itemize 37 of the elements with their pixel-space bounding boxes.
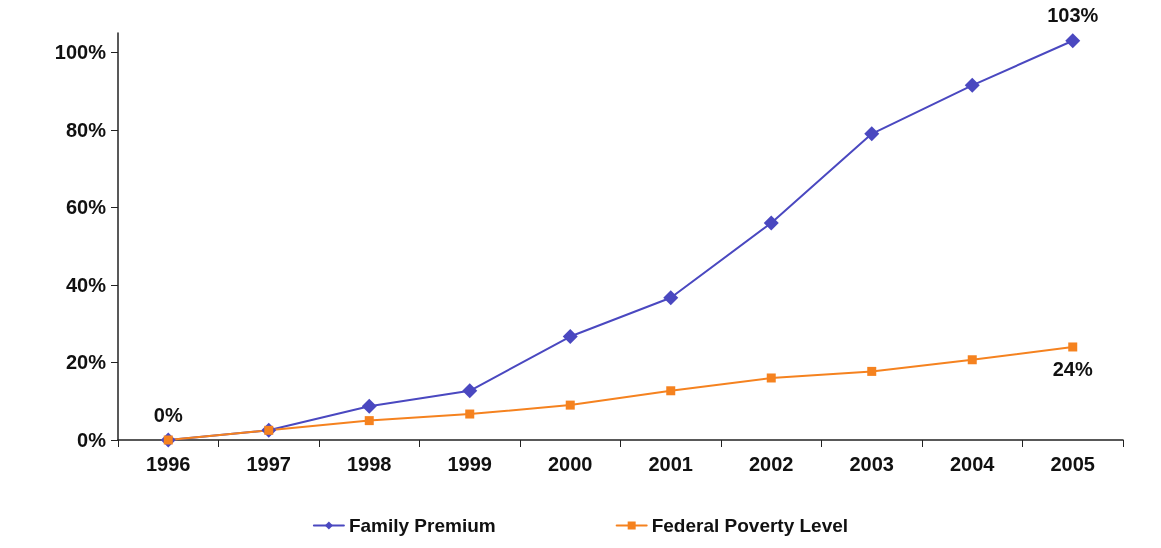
point (964, 77, 980, 93)
point (864, 126, 880, 142)
x-tick-label: 2003 (849, 453, 894, 475)
y-tick-label: 0% (77, 429, 107, 451)
point (562, 329, 578, 345)
data-label: 24% (1052, 358, 1093, 381)
x-tick-label: 2002 (749, 453, 794, 475)
x-tick-label: 2004 (950, 453, 996, 475)
y-tick-label: 80% (65, 118, 107, 141)
point (666, 386, 676, 396)
point (967, 355, 977, 365)
x-tick-label: 2001 (648, 453, 693, 475)
x-tick-label: 1998 (347, 453, 392, 475)
point (361, 398, 377, 414)
y-tick-label: 60% (65, 196, 107, 219)
data-label: 0% (153, 403, 183, 426)
point (766, 373, 776, 383)
point (1068, 342, 1078, 352)
point (364, 416, 374, 426)
point (465, 409, 475, 419)
point (867, 366, 877, 376)
point (763, 215, 779, 231)
x-tick-label: 1996 (146, 453, 191, 475)
legend-label: Family Premium (348, 515, 496, 536)
point (663, 290, 679, 306)
x-tick-label: 2000 (548, 453, 593, 475)
data-label: 103% (1047, 4, 1099, 27)
y-tick-label: 20% (65, 351, 107, 374)
x-tick-label: 1997 (246, 453, 291, 475)
point (565, 400, 575, 410)
y-tick-label: 40% (65, 273, 107, 296)
x-tick-label: 1999 (447, 453, 492, 475)
point (1065, 33, 1081, 49)
y-tick-label: 100% (54, 41, 107, 64)
legend-label: Federal Poverty Level (651, 515, 849, 536)
point (462, 383, 478, 399)
x-tick-label: 2005 (1050, 453, 1095, 475)
